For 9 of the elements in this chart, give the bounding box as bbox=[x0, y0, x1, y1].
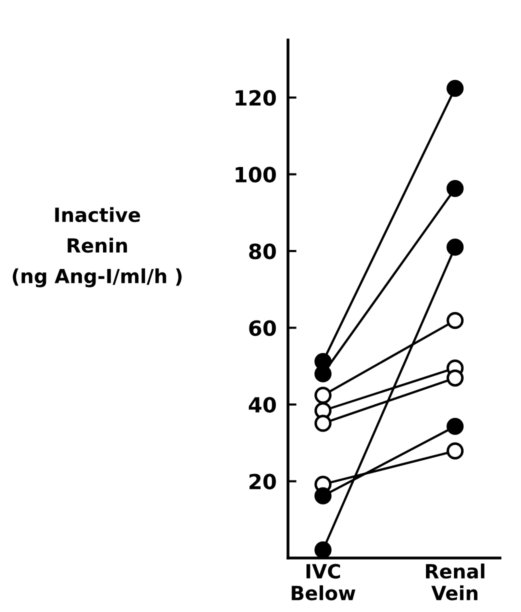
x-tick-label: Renal Vein bbox=[426, 564, 484, 600]
y-tick-label: 60 bbox=[249, 320, 276, 336]
y-tick-label: 80 bbox=[249, 243, 276, 260]
y-tick-label: 20 bbox=[250, 474, 276, 490]
y-axis-title: Inactive Renin (ng Ang-I/ml/h ) bbox=[12, 207, 182, 288]
y-tick-label: 100 bbox=[236, 166, 276, 183]
y-tick-label: 120 bbox=[236, 90, 276, 106]
x-tick-label: IVC Below bbox=[292, 564, 356, 600]
y-tick-label: 40 bbox=[248, 396, 276, 413]
